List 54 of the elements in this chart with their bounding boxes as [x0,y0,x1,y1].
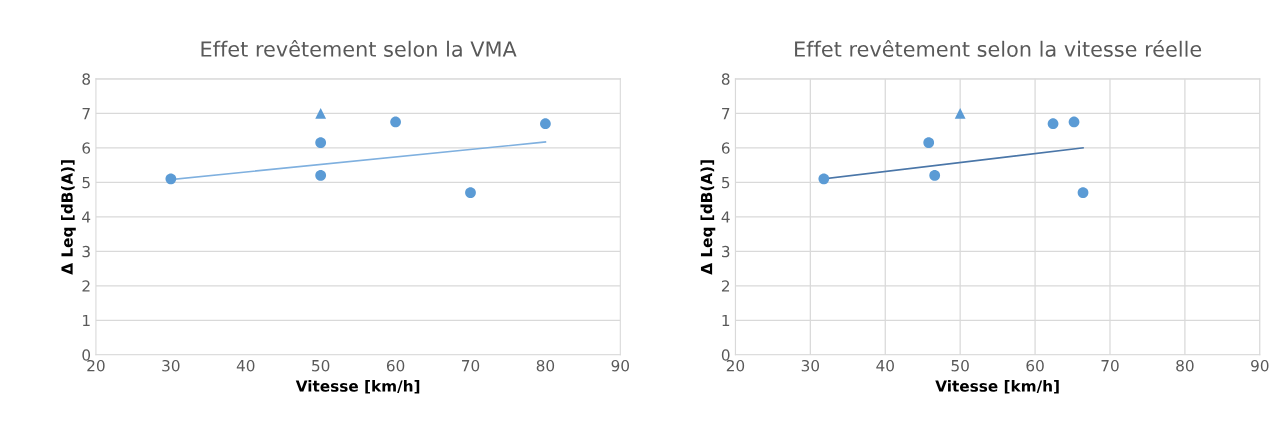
x-tick-label: 20 [87,359,105,372]
x-axis-title: Vitesse [km/h] [295,379,420,394]
point [929,170,941,181]
point [465,187,476,199]
x-axis-title: Vitesse [km/h] [935,379,1059,394]
point [1068,116,1080,128]
x-tick-label: 80 [1176,359,1194,372]
y-axis-title: Δ Leq [dB(A)] [700,160,716,275]
y-tick-label: 2 [721,280,730,292]
x-tick-label: 80 [536,359,555,372]
y-tick-label: 7 [722,108,730,120]
x-tick-label: 60 [1026,359,1044,372]
point [818,173,830,185]
x-tick-label: 30 [162,359,180,372]
y-axis-title: Δ Leq [dB(A)] [61,160,76,275]
y-tick-label: 0 [721,349,730,361]
point [923,137,935,149]
y-tick-label: 8 [721,73,730,85]
y-tick-label: 7 [82,108,90,120]
chart-title: Effet revêtement selon la VMA [201,39,517,57]
point [1077,187,1089,199]
y-tick-label: 0 [82,349,91,361]
y-tick-label: 4 [721,211,730,223]
y-tick-label: 8 [82,73,91,85]
y-tick-label: 3 [722,245,730,258]
y-tick-label: 1 [722,314,730,327]
y-tick-label: 6 [82,142,91,154]
point [315,137,327,149]
x-tick-label: 90 [611,359,630,372]
y-tick-label: 5 [722,176,730,189]
x-tick-label: 40 [236,359,255,372]
y-tick-label: 5 [82,176,90,189]
x-tick-label: 40 [876,359,894,372]
x-tick-label: 70 [462,359,480,372]
point [165,173,177,185]
y-tick-label: 2 [82,280,90,292]
x-tick-label: 50 [312,359,330,372]
x-tick-label: 90 [1251,359,1269,372]
point [390,116,401,128]
point [315,107,327,119]
chart-title: Effet revêtement selon la vitesse réelle [795,39,1202,57]
point [1047,118,1059,130]
point [954,107,966,119]
x-tick-label: 60 [386,359,405,372]
x-tick-label: 70 [1101,359,1119,372]
x-tick-label: 30 [801,359,820,372]
point [315,170,327,181]
y-tick-label: 4 [82,211,91,223]
point [540,118,551,130]
y-tick-label: 1 [83,314,90,327]
x-tick-label: 20 [726,359,745,372]
y-tick-label: 3 [82,245,90,258]
y-tick-label: 6 [721,142,730,154]
x-tick-label: 50 [951,359,969,372]
